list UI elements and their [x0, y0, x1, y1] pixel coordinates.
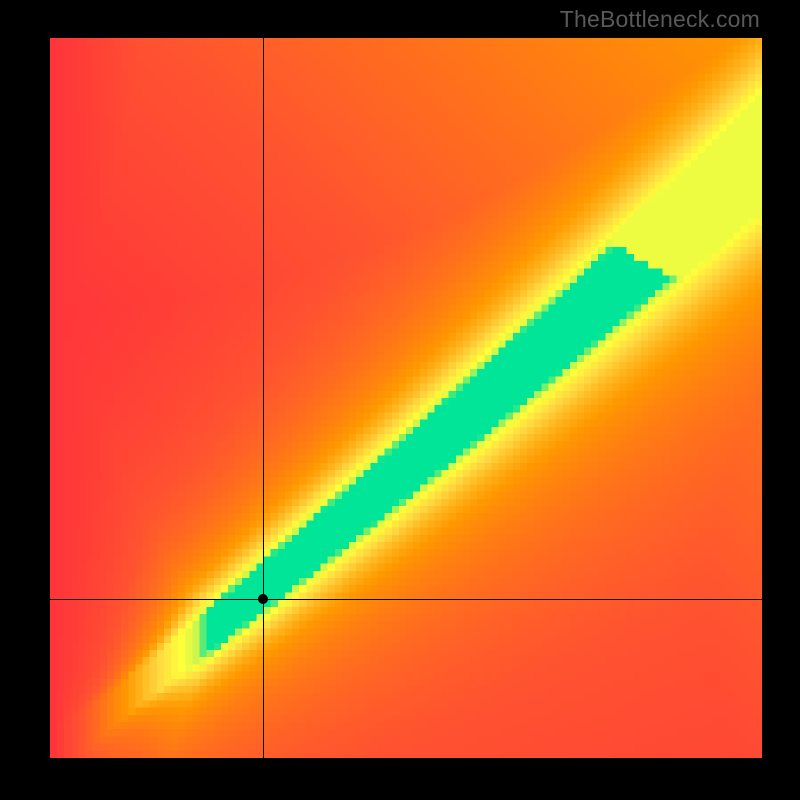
crosshair-vertical — [263, 38, 264, 758]
plot-area — [50, 38, 762, 758]
crosshair-horizontal — [50, 599, 762, 600]
watermark-text: TheBottleneck.com — [560, 6, 760, 33]
heatmap-canvas — [50, 38, 762, 758]
crosshair-marker — [258, 594, 268, 604]
